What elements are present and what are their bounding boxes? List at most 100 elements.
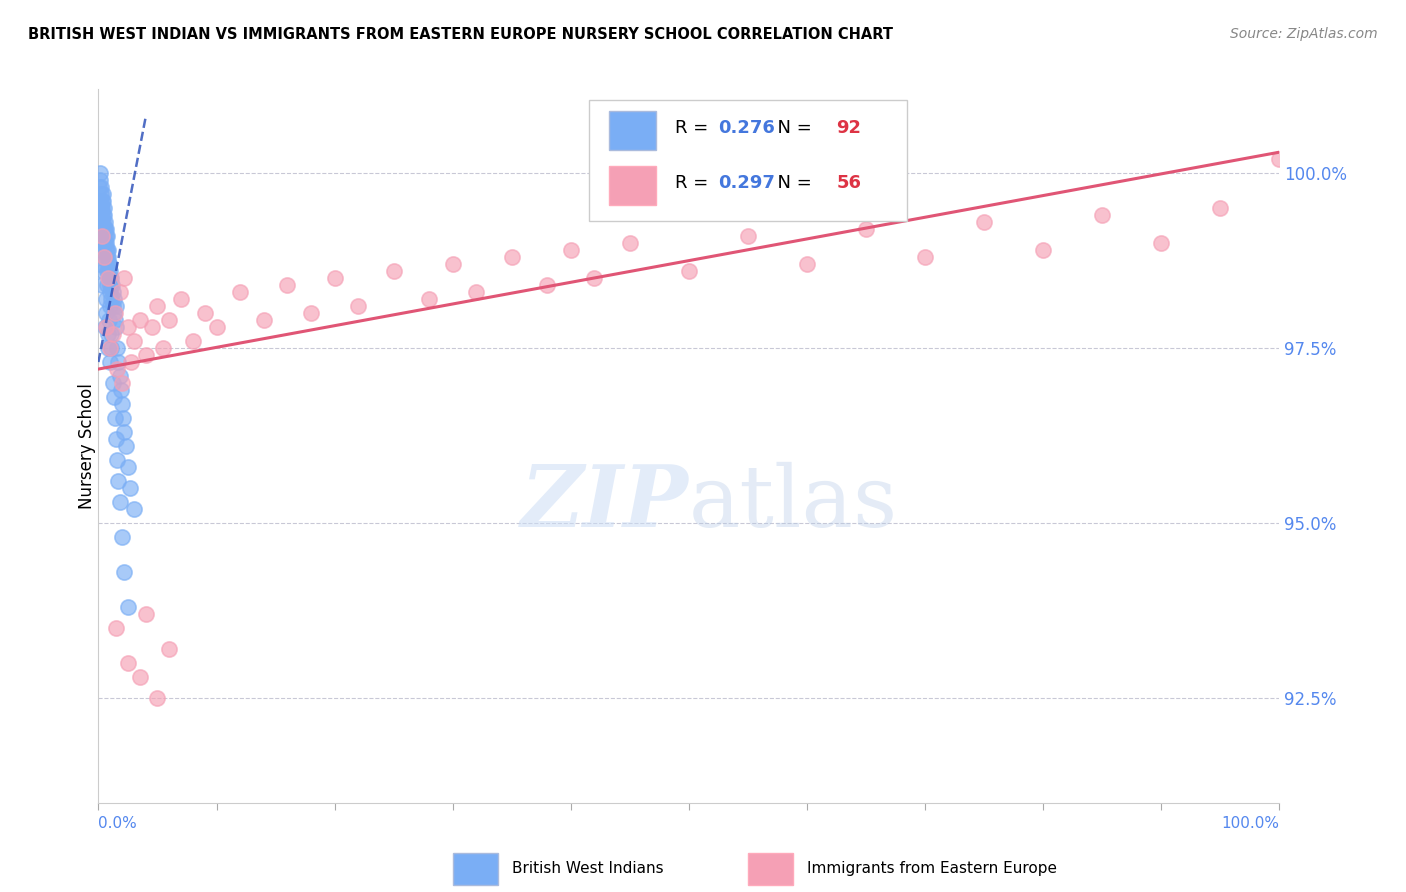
Y-axis label: Nursery School: Nursery School: [79, 383, 96, 509]
Point: [117, 460, 139, 475]
Point: [89, 166, 111, 180]
Point: [90, 194, 112, 208]
Point: [90, 215, 112, 229]
Point: [101, 278, 124, 293]
Point: [108, 369, 131, 384]
Point: [104, 299, 127, 313]
Point: [108, 495, 131, 509]
Point: [100, 271, 122, 285]
Point: [93, 229, 115, 244]
Point: [94, 306, 117, 320]
Point: [105, 432, 128, 446]
Point: [146, 299, 169, 313]
Point: [914, 250, 936, 264]
Point: [91, 201, 114, 215]
Point: [90, 201, 112, 215]
Point: [91, 250, 114, 264]
Point: [96, 264, 118, 278]
FancyBboxPatch shape: [609, 166, 655, 205]
Point: [1209, 201, 1232, 215]
Point: [100, 341, 122, 355]
Point: [128, 313, 150, 327]
Point: [89, 229, 111, 244]
Point: [91, 278, 114, 293]
Text: 92: 92: [837, 120, 862, 137]
Point: [117, 599, 139, 614]
Text: 100.0%: 100.0%: [1222, 816, 1279, 831]
Point: [1032, 243, 1054, 257]
Point: [105, 621, 128, 635]
Point: [94, 222, 117, 236]
Point: [382, 264, 405, 278]
Point: [111, 376, 134, 390]
Point: [89, 243, 111, 257]
Point: [100, 327, 122, 342]
Point: [108, 285, 131, 299]
Point: [1150, 236, 1173, 251]
Text: atlas: atlas: [689, 461, 898, 545]
Point: [97, 327, 120, 342]
Point: [560, 243, 582, 257]
Point: [796, 257, 818, 271]
Point: [89, 194, 111, 208]
Point: [112, 411, 135, 425]
Point: [111, 397, 134, 411]
Point: [103, 390, 125, 404]
Text: 0.297: 0.297: [718, 175, 775, 193]
Point: [97, 341, 120, 355]
Point: [104, 306, 127, 320]
Text: British West Indians: British West Indians: [512, 861, 664, 876]
Text: R =: R =: [675, 175, 714, 193]
Point: [93, 250, 115, 264]
Point: [94, 292, 117, 306]
Point: [128, 670, 150, 684]
Point: [121, 355, 143, 369]
Point: [105, 320, 128, 334]
Point: [96, 229, 118, 244]
FancyBboxPatch shape: [748, 853, 793, 885]
Point: [157, 641, 180, 656]
Point: [103, 292, 125, 306]
FancyBboxPatch shape: [453, 853, 498, 885]
Point: [229, 285, 252, 299]
Point: [91, 229, 114, 244]
Point: [441, 257, 464, 271]
Point: [501, 250, 523, 264]
Text: Immigrants from Eastern Europe: Immigrants from Eastern Europe: [807, 861, 1057, 876]
Point: [94, 229, 117, 244]
Point: [105, 362, 128, 376]
Point: [97, 257, 120, 271]
Point: [253, 313, 276, 327]
Point: [94, 243, 117, 257]
Point: [93, 201, 115, 215]
Point: [100, 292, 122, 306]
Point: [418, 292, 440, 306]
Point: [97, 264, 120, 278]
FancyBboxPatch shape: [589, 100, 907, 221]
Point: [107, 355, 129, 369]
Point: [104, 411, 127, 425]
Point: [1091, 208, 1114, 222]
Point: [122, 334, 145, 348]
Point: [120, 481, 142, 495]
Point: [111, 530, 134, 544]
Point: [91, 222, 114, 236]
Point: [98, 299, 121, 313]
Point: [205, 320, 228, 334]
Point: [97, 257, 120, 271]
Text: BRITISH WEST INDIAN VS IMMIGRANTS FROM EASTERN EUROPE NURSERY SCHOOL CORRELATION: BRITISH WEST INDIAN VS IMMIGRANTS FROM E…: [28, 27, 893, 42]
Point: [98, 341, 121, 355]
Point: [583, 271, 606, 285]
Point: [103, 306, 125, 320]
Point: [146, 690, 169, 705]
Point: [135, 348, 157, 362]
Point: [98, 278, 121, 293]
Point: [94, 320, 117, 334]
Text: Source: ZipAtlas.com: Source: ZipAtlas.com: [1230, 27, 1378, 41]
Point: [93, 236, 115, 251]
Point: [104, 313, 127, 327]
Point: [105, 341, 128, 355]
FancyBboxPatch shape: [609, 111, 655, 150]
Point: [98, 264, 121, 278]
Point: [90, 187, 112, 202]
